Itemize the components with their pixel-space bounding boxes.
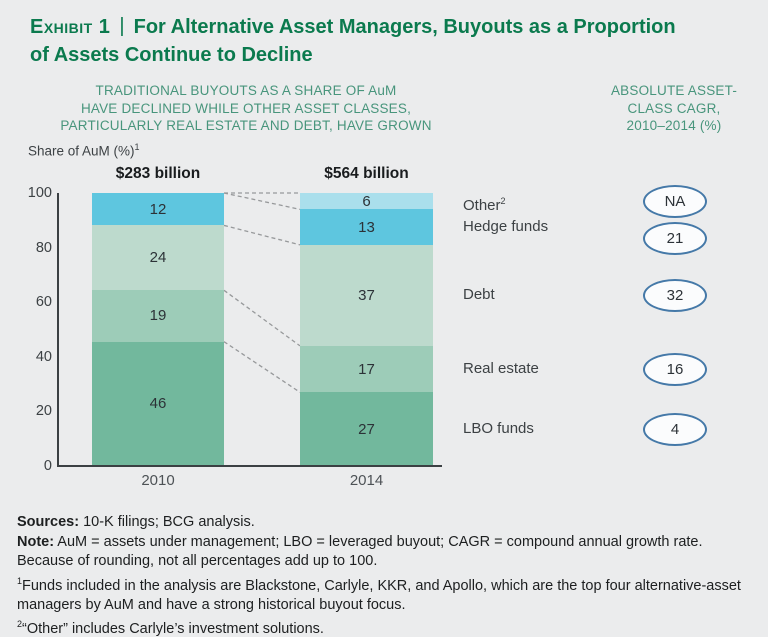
bar-segment-real-estate: 19 (92, 290, 224, 342)
legend-label-text: Other (463, 197, 501, 215)
connector-line (223, 192, 301, 211)
footnote-2-marker: 2 (17, 619, 23, 630)
y-axis-line (57, 193, 59, 467)
y-axis-tick-label: 40 (35, 348, 52, 365)
cagr-value: 21 (666, 229, 684, 247)
segment-value-label: 12 (149, 200, 167, 218)
legend-label-other: Other2 (463, 191, 603, 215)
title-separator: | (119, 15, 125, 37)
chart-subtitle-line3: PARTICULARLY REAL ESTATE AND DEBT, HAVE … (60, 118, 432, 133)
cagr-header-line1: ABSOLUTE ASSET- (610, 83, 738, 98)
segment-value-label: 13 (358, 218, 375, 236)
cagr-oval-real-estate: 16 (643, 352, 707, 386)
bar-total-label: $283 billion (115, 165, 201, 182)
legend-label-footnote-marker: 2 (500, 196, 506, 207)
y-axis-title-text: Share of AuM (%) (28, 143, 135, 159)
cagr-oval-lbo-funds: 4 (643, 412, 707, 446)
footnote-sources-text: 10-K filings; BCG analysis. (79, 514, 255, 530)
cagr-value: NA (664, 192, 686, 210)
cagr-oval-other: NA (643, 184, 707, 218)
y-axis-title: Share of AuM (%)1 (28, 142, 140, 159)
x-axis-category-label: 2010 (141, 472, 175, 489)
y-axis-title-footnote-marker: 1 (134, 142, 140, 152)
footnote-1-text: Funds included in the analysis are Black… (17, 577, 741, 613)
bar-segment-debt: 37 (300, 244, 433, 346)
legend-label-text: LBO funds (463, 420, 534, 438)
bar-segment-hedge-funds: 12 (92, 193, 224, 226)
legend-label-lbo-funds: LBO funds (463, 419, 603, 439)
y-axis-tick-label: 60 (35, 294, 52, 311)
bar-segment-hedge-funds: 13 (300, 209, 433, 245)
cagr-value: 32 (666, 286, 684, 304)
legend-label-hedge-funds: Hedge funds (463, 217, 603, 237)
cagr-value: 16 (666, 360, 684, 378)
footnote-note-label: Note: (17, 533, 55, 550)
legend-label-text: Real estate (463, 360, 539, 378)
footnote-note: Note: AuM = assets under management; LBO… (17, 533, 762, 553)
footnote-1: 1Funds included in the analysis are Blac… (17, 572, 762, 616)
x-axis-line (57, 465, 442, 467)
segment-value-label: 46 (149, 395, 167, 413)
footnote-sources-label: Sources: (17, 514, 80, 530)
cagr-header-line3: 2010–2014 (%) (626, 118, 722, 133)
cagr-oval-debt: 32 (643, 278, 707, 312)
footnote-2: 2“Other” includes Carlyle’s investment s… (17, 615, 762, 637)
bar-segment-debt: 24 (92, 225, 224, 291)
y-axis-tick-label: 20 (35, 403, 52, 420)
cagr-header-line2: CLASS CAGR, (627, 100, 721, 116)
chart-subtitle: TRADITIONAL BUYOUTS AS A SHARE OF AuM HA… (36, 82, 456, 135)
connector-line (223, 289, 301, 347)
connector-line (223, 341, 301, 393)
footnote-2-text: “Other” includes Carlyle’s investment so… (22, 621, 324, 637)
segment-value-label: 6 (362, 192, 371, 210)
exhibit-title: Exhibit 1 | For Alternative Asset Managers… (30, 13, 750, 69)
segment-value-label: 37 (358, 286, 375, 304)
legend-label-real-estate: Real estate (463, 359, 603, 379)
bar-segment-other: 6 (300, 192, 433, 210)
footnote-note-continued: Because of rounding, not all percentages… (17, 553, 378, 569)
title-text-line1: For Alternative Asset Managers, Buyouts … (133, 16, 676, 38)
footnote-sources: Sources: 10-K filings; BCG analysis. (17, 513, 762, 533)
y-axis-tick-label: 100 (27, 185, 52, 201)
legend-label-text: Debt (463, 286, 495, 304)
segment-value-label: 17 (358, 360, 375, 378)
bar-segment-lbo-funds: 46 (92, 341, 224, 466)
connector-line (223, 224, 301, 246)
title-text-line2: of Assets Continue to Decline (30, 44, 313, 66)
legend-label-text: Hedge funds (463, 218, 549, 236)
cagr-oval-hedge-funds: 21 (643, 221, 707, 255)
footnote-1-marker: 1 (17, 575, 23, 586)
x-axis-category-label: 2014 (349, 472, 384, 489)
chart-subtitle-line1: TRADITIONAL BUYOUTS AS A SHARE OF AuM (95, 83, 397, 98)
legend-label-debt: Debt (463, 285, 603, 305)
y-axis-tick-label: 0 (43, 458, 52, 474)
cagr-column-header: ABSOLUTE ASSET- CLASS CAGR, 2010–2014 (%… (578, 82, 768, 135)
segment-value-label: 27 (358, 420, 375, 438)
segment-value-label: 24 (149, 249, 167, 267)
exhibit-label: Exhibit 1 (30, 16, 111, 38)
segment-value-label: 19 (149, 307, 167, 325)
footnote-note-text: AuM = assets under management; LBO = lev… (54, 533, 703, 550)
chart-subtitle-line2: HAVE DECLINED WHILE OTHER ASSET CLASSES, (80, 100, 412, 116)
footnotes: Sources: 10-K filings; BCG analysis. Not… (17, 513, 762, 637)
y-axis-tick-label: 80 (35, 239, 52, 256)
bar-segment-lbo-funds: 27 (300, 392, 433, 466)
bar-segment-real-estate: 17 (300, 345, 433, 393)
bar-total-label: $564 billion (324, 165, 409, 182)
cagr-value: 4 (670, 420, 680, 438)
